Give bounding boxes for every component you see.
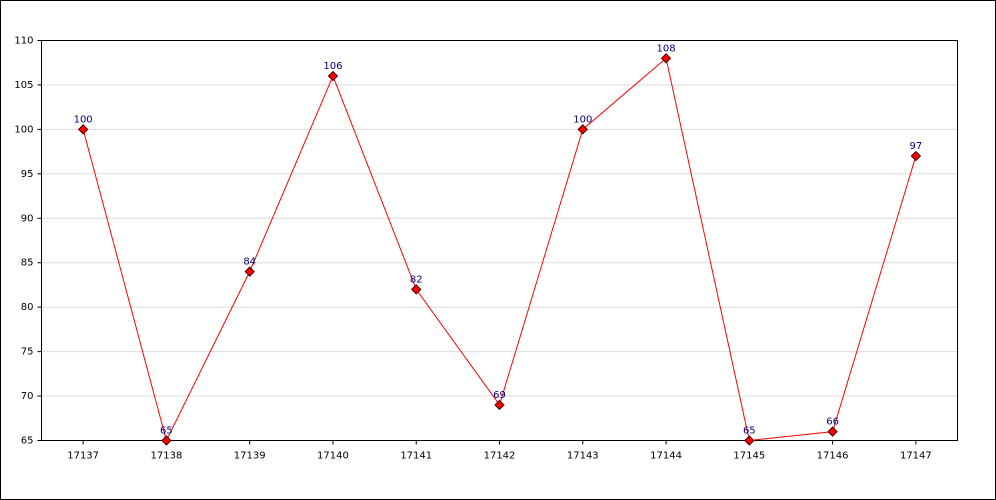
- x-tick-label: 17141: [400, 451, 432, 462]
- y-tick-label: 105: [14, 80, 33, 91]
- data-point: [660, 53, 672, 64]
- y-tick-label: 75: [21, 347, 34, 358]
- data-point: [411, 284, 422, 295]
- data-label: 69: [493, 390, 506, 401]
- x-tick-label: 17139: [234, 451, 266, 462]
- data-point: [77, 124, 89, 135]
- data-label: 106: [323, 61, 342, 72]
- x-tick-label: 17143: [567, 451, 599, 462]
- y-tick-label: 110: [14, 36, 33, 47]
- data-label: 97: [909, 141, 922, 152]
- x-tick-label: 17138: [151, 451, 183, 462]
- y-tick-label: 95: [21, 169, 34, 180]
- x-tick-label: 17146: [817, 451, 849, 462]
- y-tick-label: 70: [21, 391, 34, 402]
- x-tick-label: 17145: [733, 451, 765, 462]
- data-point: [744, 435, 755, 446]
- y-tick-label: 90: [21, 213, 34, 224]
- data-label: 65: [743, 426, 756, 437]
- data-label: 66: [826, 417, 839, 428]
- y-tick-label: 65: [21, 436, 34, 447]
- x-tick-label: 17144: [650, 451, 682, 462]
- x-tick-label: 17140: [317, 451, 349, 462]
- data-label: 82: [410, 274, 423, 285]
- data-label: 108: [656, 43, 675, 54]
- x-tick-label: 17142: [484, 451, 516, 462]
- data-point: [244, 266, 255, 277]
- data-point: [494, 399, 505, 411]
- data-point: [327, 70, 339, 82]
- data-point: [161, 435, 172, 446]
- x-tick-label: 17147: [900, 451, 932, 462]
- data-label: 100: [74, 114, 93, 125]
- y-tick-label: 100: [14, 124, 33, 135]
- y-tick-label: 85: [21, 258, 34, 269]
- x-tick-label: 17137: [67, 451, 99, 462]
- data-label: 84: [243, 257, 256, 268]
- data-point: [827, 426, 838, 437]
- y-tick-label: 80: [21, 302, 34, 313]
- data-label: 65: [160, 426, 173, 437]
- data-label: 100: [573, 114, 592, 125]
- data-point: [910, 150, 922, 162]
- data-point: [577, 124, 588, 135]
